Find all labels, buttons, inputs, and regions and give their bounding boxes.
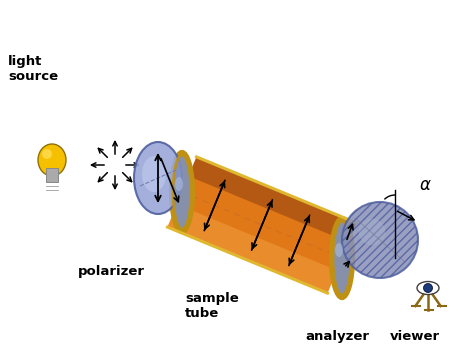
Ellipse shape bbox=[173, 155, 191, 229]
Ellipse shape bbox=[171, 152, 193, 232]
FancyBboxPatch shape bbox=[46, 168, 58, 182]
Text: α: α bbox=[420, 176, 431, 194]
Text: polarizer: polarizer bbox=[78, 265, 145, 278]
Polygon shape bbox=[189, 157, 356, 242]
Polygon shape bbox=[167, 157, 356, 293]
Text: analyzer: analyzer bbox=[305, 330, 369, 343]
Ellipse shape bbox=[142, 156, 166, 192]
Ellipse shape bbox=[359, 219, 385, 245]
Text: sample
tube: sample tube bbox=[185, 292, 239, 320]
Ellipse shape bbox=[335, 243, 343, 257]
Ellipse shape bbox=[417, 282, 439, 295]
Text: light
source: light source bbox=[8, 55, 58, 83]
Ellipse shape bbox=[175, 177, 183, 191]
Ellipse shape bbox=[38, 144, 66, 176]
Ellipse shape bbox=[42, 149, 52, 159]
Ellipse shape bbox=[342, 202, 418, 278]
Ellipse shape bbox=[423, 284, 432, 293]
Ellipse shape bbox=[333, 221, 351, 295]
Ellipse shape bbox=[331, 218, 353, 298]
Text: viewer: viewer bbox=[390, 330, 440, 343]
Polygon shape bbox=[167, 204, 337, 293]
Ellipse shape bbox=[134, 142, 182, 214]
